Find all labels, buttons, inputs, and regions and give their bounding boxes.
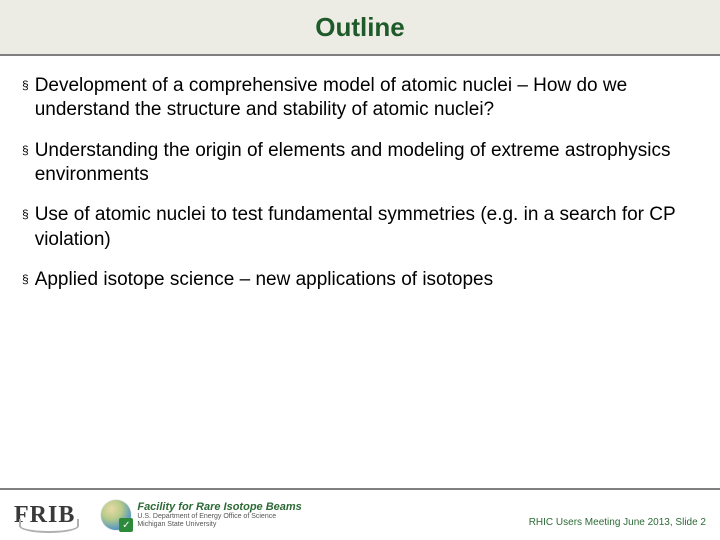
check-icon: ✓ — [119, 518, 133, 532]
page-number: RHIC Users Meeting June 2013, Slide 2 — [529, 517, 706, 528]
bullet-text: Applied isotope science – new applicatio… — [35, 268, 493, 292]
frib-swoosh-icon — [19, 519, 79, 533]
frib-logo: FRIB — [14, 497, 79, 533]
bullet-text: Use of atomic nuclei to test fundamental… — [35, 203, 698, 252]
title-bar: Outline — [0, 0, 720, 56]
globe-icon: ✓ — [101, 500, 131, 530]
bullet-item: § Use of atomic nuclei to test fundament… — [22, 203, 698, 252]
bullet-mark: § — [22, 139, 29, 188]
bullet-item: § Understanding the origin of elements a… — [22, 139, 698, 188]
footer-bar: FRIB ✓ Facility for Rare Isotope Beams U… — [0, 488, 720, 540]
facility-sub2: Michigan State University — [137, 521, 301, 528]
facility-title: Facility for Rare Isotope Beams — [137, 502, 301, 514]
content-area: § Development of a comprehensive model o… — [0, 56, 720, 540]
facility-logo: ✓ Facility for Rare Isotope Beams U.S. D… — [101, 500, 301, 530]
facility-sub1: U.S. Department of Energy Office of Scie… — [137, 513, 301, 520]
slide-title: Outline — [315, 12, 405, 43]
slide: Outline § Development of a comprehensive… — [0, 0, 720, 540]
bullet-mark: § — [22, 268, 29, 292]
bullet-mark: § — [22, 203, 29, 252]
facility-text: Facility for Rare Isotope Beams U.S. Dep… — [137, 502, 301, 528]
bullet-item: § Applied isotope science – new applicat… — [22, 268, 698, 292]
bullet-text: Development of a comprehensive model of … — [35, 74, 698, 123]
bullet-mark: § — [22, 74, 29, 123]
bullet-item: § Development of a comprehensive model o… — [22, 74, 698, 123]
bullet-text: Understanding the origin of elements and… — [35, 139, 698, 188]
